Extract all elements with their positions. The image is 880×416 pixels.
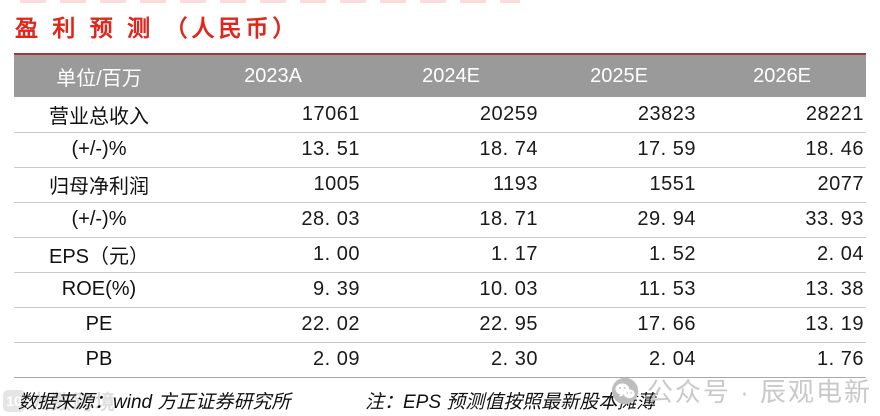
cell-value: 1. 17 <box>491 243 538 265</box>
cell-value: 1005 <box>313 173 360 195</box>
cell-value: 2077 <box>817 173 864 195</box>
cell-value: 2. 30 <box>491 348 538 370</box>
footer: 数据来源：wind 方正证券研究所 注：EPS 预测值按照最新股本摊薄 <box>0 387 880 414</box>
cell-value: 13. 38 <box>805 278 864 300</box>
column-header-unit: 单位/百万 <box>56 67 142 90</box>
cell-value: 22. 02 <box>301 313 360 335</box>
cell-value: 17. 66 <box>637 313 696 335</box>
data-source-text: 数据来源：wind 方正证券研究所 <box>18 391 291 413</box>
table-row: 营业总收入 17061 20259 23823 28221 <box>14 97 866 132</box>
column-header-2023a: 2023A <box>244 64 302 87</box>
row-label: 归母净利润 <box>49 176 149 198</box>
cell-value: 1. 00 <box>313 243 360 265</box>
left-watermark: 10 大数跨境 <box>3 386 117 415</box>
table-body: 营业总收入 17061 20259 23823 28221 (+/-)% 13. 51 18.… <box>14 97 866 377</box>
wechat-watermark: 公众号 · 辰观电新 <box>611 372 872 409</box>
left-watermark-text: 大数跨境 <box>29 392 117 414</box>
page-title: 盈 利 预 测 （人民币） <box>15 15 300 41</box>
cell-value: 1193 <box>492 173 538 195</box>
cell-value: 1. 52 <box>649 243 696 265</box>
row-label: (+/-)% <box>71 138 127 160</box>
eps-note-text: 注：EPS 预测值按照最新股本摊薄 <box>365 391 656 413</box>
table-row: EPS（元） 1. 00 1. 17 1. 52 2. 04 <box>14 237 866 272</box>
row-label: ROE(%) <box>61 278 137 300</box>
cell-value: 2. 09 <box>313 348 360 370</box>
cell-value: 11. 53 <box>638 278 696 300</box>
cell-value: 13. 51 <box>301 138 360 160</box>
row-label: EPS（元） <box>48 246 150 268</box>
left-watermark-logo: 10 <box>3 389 25 412</box>
cell-value: 9. 39 <box>313 278 360 300</box>
table-row: 归母净利润 1005 1193 1551 2077 <box>14 167 866 202</box>
cell-value: 13. 19 <box>805 313 864 335</box>
cell-value: 2. 04 <box>649 348 696 370</box>
cell-value: 29. 94 <box>637 208 696 230</box>
cell-value: 2. 04 <box>817 243 864 265</box>
cell-value: 22. 95 <box>479 313 538 335</box>
cell-value: 17. 59 <box>637 138 696 160</box>
profit-forecast-table: 单位/百万 2023A 2024E 2025E 2026E 营业总收入 17061… <box>14 55 866 378</box>
cell-value: 10. 03 <box>479 278 538 300</box>
table-row: (+/-)% 13. 51 18. 74 17. 59 18. 46 <box>14 132 866 167</box>
row-label: (+/-)% <box>71 208 127 230</box>
table-header-row: 单位/百万 2023A 2024E 2025E 2026E <box>14 55 866 97</box>
cell-value: 28. 03 <box>301 208 360 230</box>
cut-off-text-remnant <box>20 0 520 3</box>
cell-value: 1. 76 <box>817 348 864 370</box>
cell-value: 28221 <box>805 102 864 125</box>
cell-value: 1551 <box>649 173 696 195</box>
row-label: PB <box>85 348 113 370</box>
wechat-watermark-text: 公众号 · 辰观电新 <box>646 377 872 407</box>
cell-value: 33. 93 <box>805 208 864 230</box>
table-row: (+/-)% 28. 03 18. 71 29. 94 33. 93 <box>14 202 866 237</box>
title-rule-divider <box>14 53 866 55</box>
row-label: PE <box>85 313 113 335</box>
column-header-2025e: 2025E <box>590 64 648 87</box>
table-row: PE 22. 02 22. 95 17. 66 13. 19 <box>14 307 866 342</box>
row-label: 营业总收入 <box>49 105 149 128</box>
table-row: PB 2. 09 2. 30 2. 04 1. 76 <box>14 342 866 377</box>
column-header-2026e: 2026E <box>753 64 811 87</box>
table-row: ROE(%) 9. 39 10. 03 11. 53 13. 38 <box>14 272 866 307</box>
column-header-2024e: 2024E <box>422 64 480 87</box>
cell-value: 18. 71 <box>479 208 538 230</box>
cell-value: 20259 <box>479 102 538 125</box>
cell-value: 23823 <box>637 102 696 125</box>
cell-value: 18. 46 <box>805 138 864 160</box>
cell-value: 17061 <box>301 102 360 125</box>
cell-value: 18. 74 <box>479 138 538 160</box>
wechat-icon <box>611 377 639 405</box>
